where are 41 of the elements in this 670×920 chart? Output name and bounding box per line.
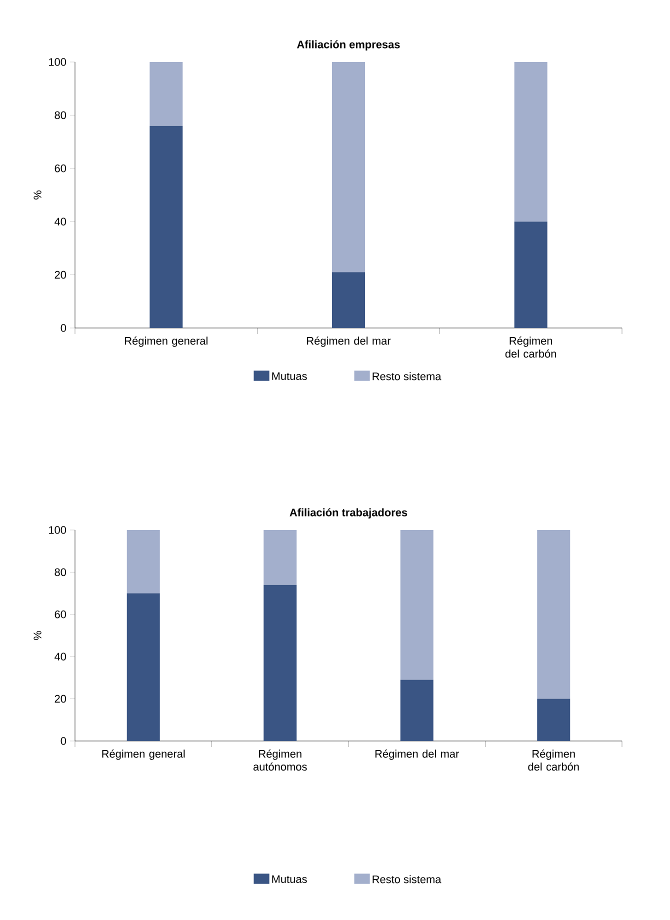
x-tick-label: Régimen del mar	[375, 750, 459, 760]
y-tick-label: 60	[54, 164, 66, 172]
bar	[150, 62, 183, 126]
bar	[514, 222, 548, 328]
bar	[332, 272, 365, 328]
x-tick-label: Régimen general	[102, 750, 184, 760]
bar	[126, 593, 160, 741]
bar	[400, 530, 434, 680]
bar	[536, 698, 570, 741]
legend-label: Resto sistema	[372, 875, 442, 884]
bar	[514, 62, 548, 222]
bar	[263, 530, 296, 585]
legend-label: Mutuas	[272, 372, 307, 380]
legend-label: Resto sistema	[372, 372, 442, 380]
y-tick-label: 60	[54, 610, 66, 618]
chart-title: Afiliación trabajadores	[290, 508, 407, 518]
y-tick-label: 0	[60, 737, 66, 745]
y-tick-label: 0	[60, 324, 66, 332]
y-tick-label: 80	[54, 568, 66, 576]
y-tick-label: 80	[54, 111, 66, 120]
y-tick-label: 100	[48, 58, 66, 66]
x-tick-label: Régimen general	[124, 336, 208, 347]
legend-label: Mutuas	[272, 875, 307, 884]
bar	[263, 584, 296, 741]
y-tick-label: 40	[54, 652, 66, 660]
bar	[126, 530, 160, 594]
bar	[150, 126, 183, 328]
y-axis-title: %	[34, 631, 42, 640]
x-tick-label: Régimen del carbón	[528, 750, 579, 771]
bar	[332, 62, 365, 272]
y-axis-title: %	[34, 190, 42, 200]
chart-title: Afiliación empresas	[296, 40, 400, 50]
y-tick-label: 20	[54, 270, 66, 279]
x-tick-label: Régimen del mar	[306, 336, 390, 347]
y-tick-label: 20	[54, 694, 66, 703]
x-tick-label: Régimen del carbón	[505, 336, 556, 358]
bar	[400, 680, 434, 741]
y-tick-label: 100	[48, 526, 66, 534]
x-tick-label: Régimen autónomos	[253, 750, 307, 771]
y-tick-label: 40	[54, 218, 66, 226]
bar	[536, 530, 570, 699]
